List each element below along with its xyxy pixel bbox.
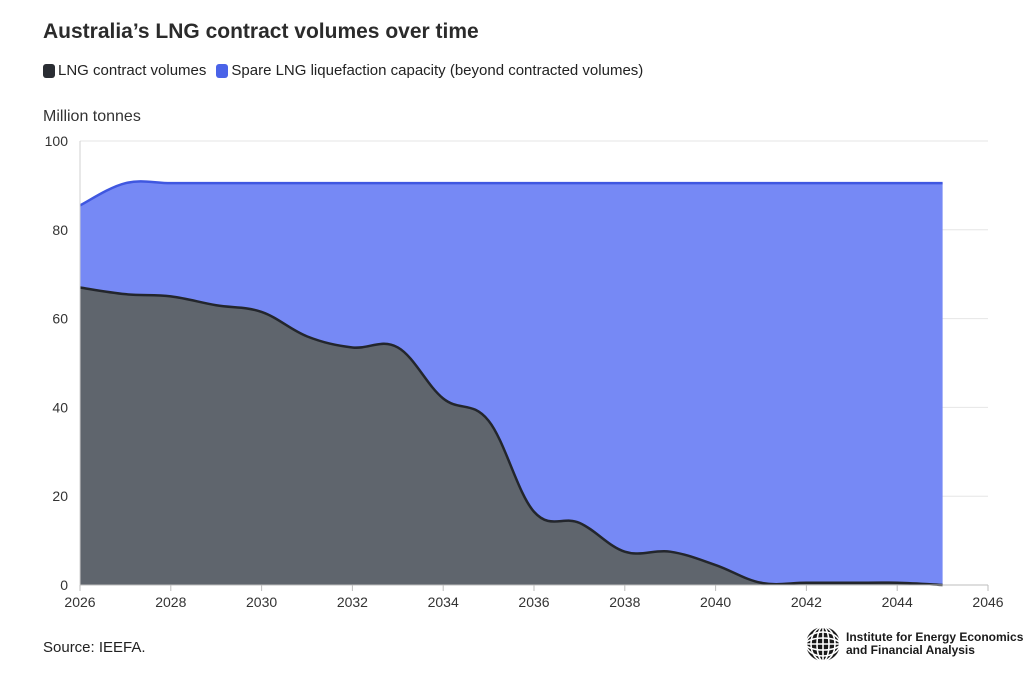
logo-line-2: and Financial Analysis [846, 643, 975, 657]
legend-label-capacity: Spare LNG liquefaction capacity (beyond … [231, 62, 644, 79]
legend-swatch-contract [43, 63, 55, 78]
logo-line-1: Institute for Energy Economics [846, 630, 1024, 644]
y-tick-label-0: 0 [60, 577, 68, 593]
x-tick-label-2040: 2040 [700, 594, 731, 610]
y-tick-label-40: 40 [52, 399, 68, 415]
line-spare-capacity [79, 180, 943, 207]
y-axis-label: Million tonnes [43, 108, 141, 125]
logo-text: Institute for Energy Economics and Finan… [846, 631, 1023, 657]
y-tick-label-60: 60 [52, 311, 68, 327]
x-tick-label-2036: 2036 [518, 594, 549, 610]
y-tick-label-20: 20 [52, 488, 68, 504]
legend-label-contract: LNG contract volumes [58, 62, 207, 79]
legend: LNG contract volumes Spare LNG liquefact… [43, 62, 653, 79]
line-contract-volumes [79, 286, 943, 587]
y-tick-label-80: 80 [52, 222, 68, 238]
globe-icon [805, 626, 841, 662]
x-tick-label-2030: 2030 [246, 594, 277, 610]
x-tick-label-2038: 2038 [609, 594, 640, 610]
x-tick-label-2044: 2044 [882, 594, 913, 610]
legend-swatch-capacity [216, 63, 229, 78]
ieefa-logo: Institute for Energy Economics and Finan… [805, 626, 1023, 662]
chart-title: Australia’s LNG contract volumes over ti… [43, 20, 479, 43]
x-tick-label-2028: 2028 [155, 594, 186, 610]
x-tick-label-2042: 2042 [791, 594, 822, 610]
y-tick-label-100: 100 [45, 133, 69, 149]
legend-item-contract[interactable]: LNG contract volumes [43, 62, 206, 79]
x-tick-label-2046: 2046 [972, 594, 1003, 610]
x-tick-label-2034: 2034 [428, 594, 459, 610]
x-tick-label-2026: 2026 [64, 594, 95, 610]
source-note: Source: IEEFA. [43, 639, 146, 656]
area-contract-volumes [80, 287, 943, 585]
x-tick-label-2032: 2032 [337, 594, 368, 610]
legend-item-capacity[interactable]: Spare LNG liquefaction capacity (beyond … [216, 62, 643, 79]
